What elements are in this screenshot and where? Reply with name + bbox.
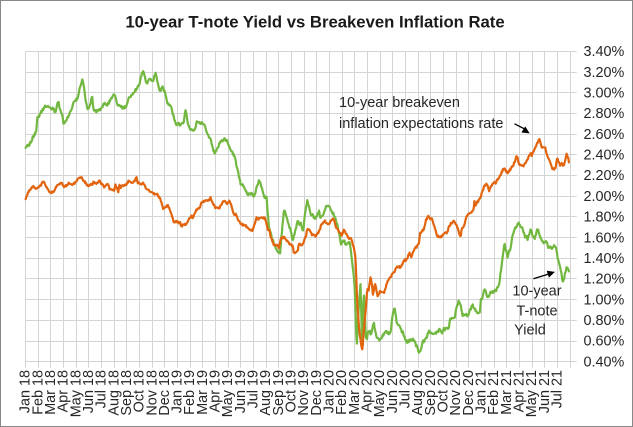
svg-text:Oct 18: Oct 18 bbox=[132, 370, 148, 412]
svg-text:0.40%: 0.40% bbox=[584, 354, 625, 370]
svg-text:Nov 19: Nov 19 bbox=[296, 370, 312, 416]
svg-text:Aug 20: Aug 20 bbox=[410, 370, 426, 416]
svg-text:Apr 21: Apr 21 bbox=[512, 370, 528, 412]
svg-text:Mar 19: Mar 19 bbox=[195, 370, 211, 415]
svg-text:Sep 20: Sep 20 bbox=[423, 370, 439, 416]
svg-text:10-year breakeven: 10-year breakeven bbox=[339, 95, 460, 111]
svg-text:1.80%: 1.80% bbox=[584, 210, 625, 226]
svg-text:May 18: May 18 bbox=[68, 370, 84, 417]
svg-text:inflation expectations rate: inflation expectations rate bbox=[339, 116, 503, 132]
svg-text:Jun 21: Jun 21 bbox=[537, 370, 553, 413]
svg-text:Jun 19: Jun 19 bbox=[233, 370, 249, 413]
svg-text:2.00%: 2.00% bbox=[584, 189, 625, 205]
svg-text:10-year T-note Yield vs Breake: 10-year T-note Yield vs Breakeven Inflat… bbox=[125, 13, 504, 32]
svg-text:Nov 18: Nov 18 bbox=[144, 370, 160, 416]
svg-text:2.20%: 2.20% bbox=[584, 168, 625, 184]
svg-text:Sep 19: Sep 19 bbox=[271, 370, 287, 416]
svg-text:Jan 21: Jan 21 bbox=[474, 370, 490, 413]
svg-text:Mar 21: Mar 21 bbox=[499, 370, 515, 415]
svg-text:Feb 20: Feb 20 bbox=[334, 370, 350, 415]
svg-text:Jun 18: Jun 18 bbox=[81, 370, 97, 413]
svg-text:3.00%: 3.00% bbox=[584, 86, 625, 102]
svg-text:0.80%: 0.80% bbox=[584, 313, 625, 329]
svg-text:Apr 18: Apr 18 bbox=[56, 370, 72, 412]
svg-text:Dec 19: Dec 19 bbox=[309, 370, 325, 416]
svg-text:Jul 20: Jul 20 bbox=[398, 370, 414, 408]
svg-text:1.20%: 1.20% bbox=[584, 272, 625, 288]
svg-text:Apr 20: Apr 20 bbox=[360, 370, 376, 412]
svg-text:3.20%: 3.20% bbox=[584, 65, 625, 81]
svg-text:1.60%: 1.60% bbox=[584, 230, 625, 246]
svg-text:May 21: May 21 bbox=[524, 370, 540, 417]
svg-text:Jul 19: Jul 19 bbox=[246, 370, 262, 408]
svg-text:Feb 18: Feb 18 bbox=[30, 370, 46, 415]
svg-text:Sep 18: Sep 18 bbox=[119, 370, 135, 416]
svg-text:May 20: May 20 bbox=[372, 370, 388, 417]
svg-text:Jun 20: Jun 20 bbox=[385, 370, 401, 413]
svg-text:Jul 21: Jul 21 bbox=[550, 370, 566, 408]
svg-text:May 19: May 19 bbox=[220, 370, 236, 417]
svg-text:Apr 19: Apr 19 bbox=[208, 370, 224, 412]
svg-text:Jan 18: Jan 18 bbox=[18, 370, 34, 413]
svg-text:Yield: Yield bbox=[514, 323, 546, 339]
svg-text:Oct 20: Oct 20 bbox=[436, 370, 452, 412]
svg-text:1.40%: 1.40% bbox=[584, 251, 625, 267]
svg-text:3.40%: 3.40% bbox=[584, 44, 625, 60]
svg-text:0.60%: 0.60% bbox=[584, 334, 625, 350]
svg-text:Aug 19: Aug 19 bbox=[258, 370, 274, 416]
svg-text:Oct 19: Oct 19 bbox=[284, 370, 300, 412]
svg-text:1.00%: 1.00% bbox=[584, 292, 625, 308]
svg-text:T-note: T-note bbox=[516, 304, 557, 320]
svg-text:Dec 18: Dec 18 bbox=[157, 370, 173, 416]
svg-text:Feb 21: Feb 21 bbox=[486, 370, 502, 415]
svg-text:2.60%: 2.60% bbox=[584, 127, 625, 143]
svg-text:Jan 20: Jan 20 bbox=[322, 370, 338, 413]
svg-text:Dec 20: Dec 20 bbox=[461, 370, 477, 416]
svg-text:Feb 19: Feb 19 bbox=[182, 370, 198, 415]
svg-text:Jul 18: Jul 18 bbox=[94, 370, 110, 408]
svg-text:Mar 18: Mar 18 bbox=[43, 370, 59, 415]
svg-text:2.40%: 2.40% bbox=[584, 148, 625, 164]
svg-text:Jan 19: Jan 19 bbox=[170, 370, 186, 413]
svg-text:2.80%: 2.80% bbox=[584, 106, 625, 122]
svg-text:Aug 18: Aug 18 bbox=[106, 370, 122, 416]
svg-text:10-year: 10-year bbox=[512, 284, 561, 300]
svg-text:Nov 20: Nov 20 bbox=[448, 370, 464, 416]
svg-text:Mar 20: Mar 20 bbox=[347, 370, 363, 415]
